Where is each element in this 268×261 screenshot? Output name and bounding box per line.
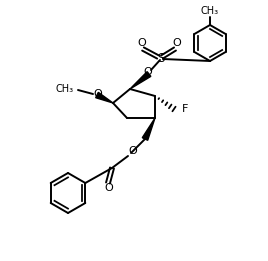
Polygon shape — [96, 92, 113, 103]
Text: CH₃: CH₃ — [201, 6, 219, 16]
Text: O: O — [129, 146, 137, 156]
Text: O: O — [138, 38, 146, 48]
Text: O: O — [173, 38, 181, 48]
Text: S: S — [157, 52, 165, 66]
Text: O: O — [105, 183, 113, 193]
Polygon shape — [142, 118, 155, 140]
Polygon shape — [130, 72, 151, 89]
Text: F: F — [182, 104, 188, 114]
Text: CH₃: CH₃ — [56, 84, 74, 94]
Text: O: O — [144, 67, 152, 77]
Text: O: O — [94, 89, 102, 99]
